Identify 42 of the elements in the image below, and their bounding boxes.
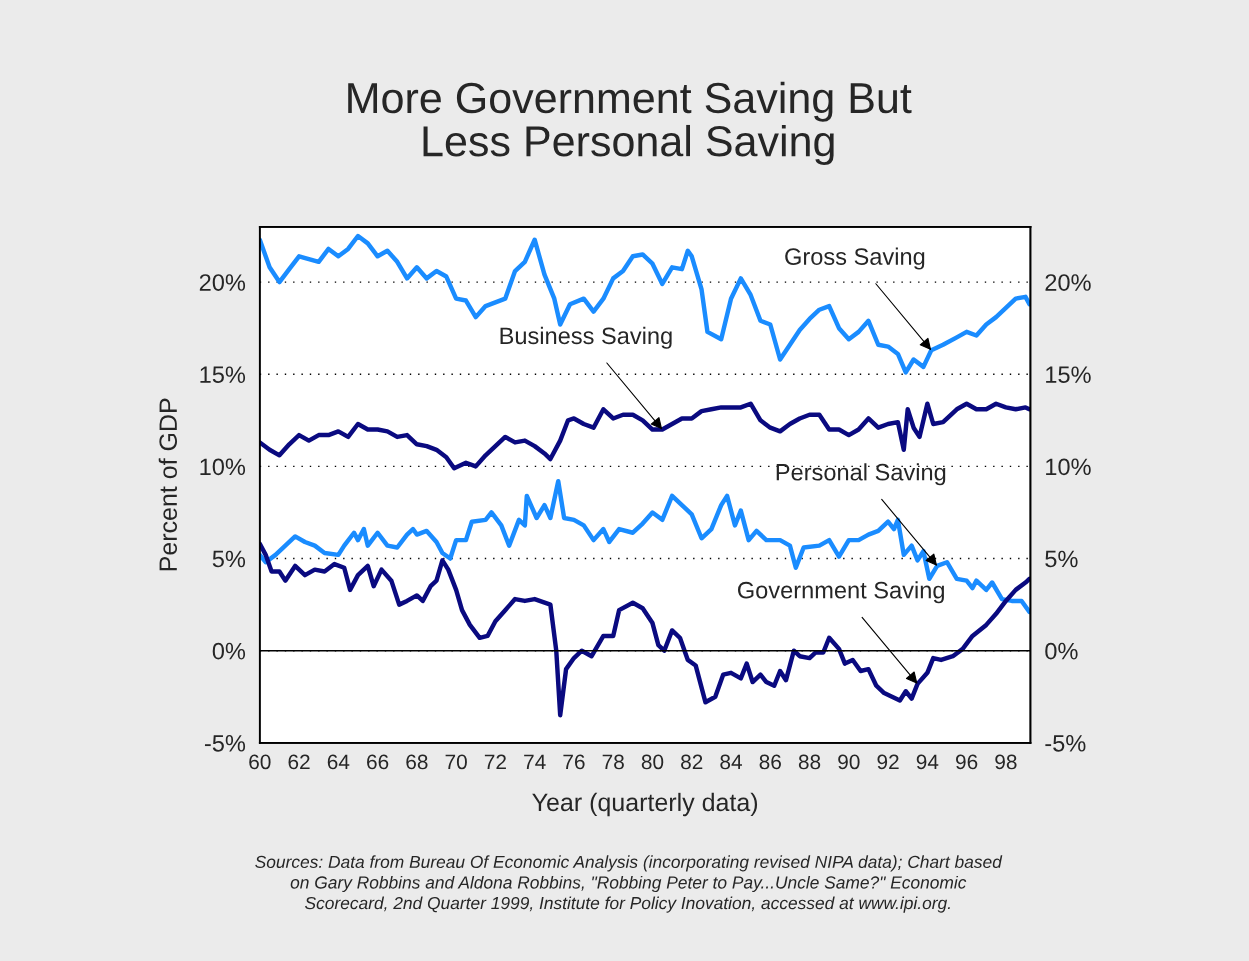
x-tick-label: 66 xyxy=(367,754,389,770)
x-tick-label: 74 xyxy=(524,754,546,770)
y-tick-label: -5% xyxy=(204,735,246,752)
x-tick-label: 60 xyxy=(249,754,271,770)
x-tick-label: 90 xyxy=(838,754,860,770)
x-tick-label: 78 xyxy=(602,754,624,770)
y-tick-label: 0% xyxy=(212,642,246,660)
y2-tick-label: -5% xyxy=(1045,735,1086,752)
annotation: Personal Saving xyxy=(776,463,946,486)
x-tick-label: 80 xyxy=(641,754,664,770)
x-tick-label: 68 xyxy=(406,754,428,770)
x-tick-label: 86 xyxy=(759,754,781,770)
y2-tick-label: 5% xyxy=(1045,550,1078,568)
x-tick-label: 76 xyxy=(563,754,585,770)
x-tick-label: 84 xyxy=(720,754,742,770)
y2-tick-label: 20% xyxy=(1045,274,1091,291)
x-tick-label: 72 xyxy=(484,754,506,770)
y-tick-label: 15% xyxy=(200,366,246,384)
y2-tick-label: 10% xyxy=(1046,458,1091,476)
x-tick-label: 98 xyxy=(995,754,1017,770)
x-tick-label: 88 xyxy=(798,754,821,770)
annotation: Business Saving xyxy=(500,326,672,349)
x-axis-title: Year (quarterly data) xyxy=(532,792,758,817)
y2-tick-label: 0% xyxy=(1045,642,1078,660)
source-note: Sources: Data from Bureau Of Economic Analysis (incorporating revised NIPA data); Chart based on Gary Robbins and Aldona Robbins, "Robbing Peter to Pay...Uncle Same?" Economic Scorecard, 2nd Quarter 1999, Institute for Policy Inovation, accessed at www.ipi.org. xyxy=(255,855,1003,913)
x-tick-label: 70 xyxy=(445,754,467,770)
x-tick-label: 62 xyxy=(288,754,310,770)
x-tick-label: 96 xyxy=(956,754,978,770)
annotation: Government Saving xyxy=(738,581,944,604)
y-tick-label: 10% xyxy=(200,458,246,476)
x-tick-label: 92 xyxy=(877,754,899,770)
chart-title: More Government Saving But Less Personal Saving xyxy=(348,81,912,166)
y-axis-title: Percent of GDP xyxy=(158,398,178,571)
x-tick-label: 94 xyxy=(916,754,939,770)
line-series xyxy=(259,233,1031,375)
x-tick-label: 82 xyxy=(681,754,703,770)
annotation: Gross Saving xyxy=(785,247,925,270)
y-tick-label: 20% xyxy=(199,274,246,291)
x-tick-label: 64 xyxy=(327,754,350,770)
y-tick-label: 5% xyxy=(212,550,246,568)
line-series xyxy=(259,541,1031,718)
y2-tick-label: 15% xyxy=(1046,366,1091,384)
